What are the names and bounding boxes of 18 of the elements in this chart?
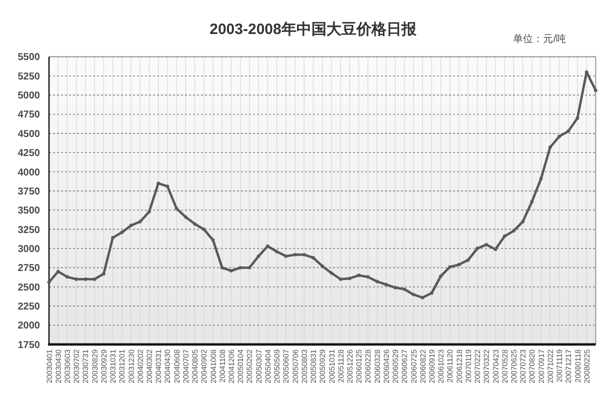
y-tick-label: 2250 (18, 302, 40, 313)
y-tick-label: 4500 (18, 128, 40, 140)
chart-title: 2003-2008年中国大豆价格日报 (210, 21, 418, 38)
y-tick-label: 2500 (18, 282, 40, 294)
y-tick-label: 1750 (18, 340, 40, 351)
y-tick-label: 3000 (18, 244, 40, 255)
y-tick-label: 2750 (18, 263, 40, 274)
y-tick-label: 5250 (18, 71, 40, 82)
y-tick-label: 3750 (18, 186, 40, 198)
text: 单位：元/吨 (513, 33, 566, 45)
y-tick-label: 4000 (18, 167, 40, 178)
y-tick-label: 3250 (18, 224, 40, 236)
y-tick-label: 5000 (18, 90, 40, 102)
y-tick-label: 5500 (18, 52, 40, 64)
y-tick-label: 2000 (18, 320, 40, 332)
y-tick-label: 4250 (18, 148, 40, 160)
y-tick-label: 4750 (18, 110, 40, 121)
y-tick-label: 3500 (18, 206, 40, 217)
